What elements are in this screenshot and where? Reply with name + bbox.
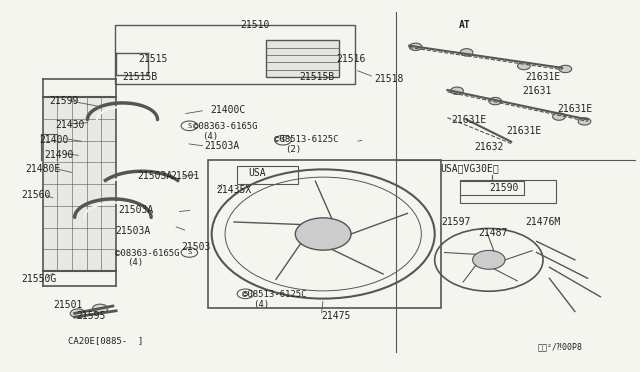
- Text: 21476M: 21476M: [525, 217, 561, 227]
- Text: 21503: 21503: [181, 242, 211, 252]
- Text: (4): (4): [253, 300, 269, 309]
- Bar: [43, 97, 116, 271]
- Text: ©08363-6165G: ©08363-6165G: [193, 122, 257, 131]
- Text: 21515B: 21515B: [122, 72, 157, 82]
- Circle shape: [489, 97, 502, 105]
- Text: S: S: [281, 137, 285, 143]
- Text: 21475: 21475: [321, 311, 351, 321]
- Text: S: S: [243, 291, 248, 297]
- Text: 21560: 21560: [22, 190, 51, 200]
- Circle shape: [460, 49, 473, 56]
- Text: 21631: 21631: [523, 86, 552, 96]
- Text: 21400: 21400: [40, 135, 69, 145]
- Text: ᴀᴘ²/⁈00P8: ᴀᴘ²/⁈00P8: [538, 342, 583, 351]
- Text: 21503A: 21503A: [115, 226, 150, 236]
- Text: 21503A: 21503A: [137, 171, 172, 181]
- Text: 21400C: 21400C: [211, 105, 246, 115]
- Text: 21550G: 21550G: [22, 274, 57, 284]
- Text: 21480E: 21480E: [26, 164, 61, 174]
- Text: 21430: 21430: [56, 120, 85, 130]
- Text: S: S: [188, 123, 191, 129]
- Circle shape: [518, 62, 531, 70]
- Bar: [237, 166, 298, 184]
- Circle shape: [295, 218, 351, 250]
- Text: (2): (2): [285, 145, 301, 154]
- Text: 21515B: 21515B: [300, 72, 335, 82]
- Text: S: S: [188, 250, 191, 256]
- Circle shape: [472, 250, 505, 269]
- Text: 21501: 21501: [54, 300, 83, 310]
- Circle shape: [552, 113, 565, 120]
- Text: ©08363-6165G: ©08363-6165G: [115, 249, 179, 258]
- Text: (4): (4): [127, 258, 144, 267]
- Text: USA: USA: [248, 168, 266, 178]
- Text: 21631E: 21631E: [506, 126, 541, 137]
- Text: 21632: 21632: [474, 142, 504, 152]
- Text: CA20E[0885-  ]: CA20E[0885- ]: [68, 336, 143, 345]
- Text: 21503A: 21503A: [204, 141, 239, 151]
- Circle shape: [559, 65, 572, 73]
- Bar: [266, 40, 339, 77]
- Text: 21503A: 21503A: [118, 205, 153, 215]
- Text: ©08513-6125C: ©08513-6125C: [274, 135, 339, 144]
- Text: 21490: 21490: [45, 150, 74, 160]
- Text: 21435X: 21435X: [217, 185, 252, 195]
- Text: 21597: 21597: [441, 217, 470, 227]
- Text: 21631E: 21631E: [557, 104, 592, 114]
- Circle shape: [70, 309, 86, 318]
- Circle shape: [93, 304, 108, 313]
- Text: 21516: 21516: [336, 54, 365, 64]
- Text: 21501: 21501: [170, 171, 200, 181]
- Circle shape: [409, 43, 422, 51]
- Text: 21599: 21599: [49, 96, 79, 106]
- Text: 21510: 21510: [241, 20, 269, 31]
- Text: 21631E: 21631E: [451, 115, 486, 125]
- Text: 21590: 21590: [489, 183, 518, 193]
- Text: ©08513-6125C: ©08513-6125C: [243, 291, 307, 299]
- Circle shape: [451, 87, 463, 94]
- Text: 21518: 21518: [374, 74, 404, 84]
- Text: 21515: 21515: [138, 54, 168, 64]
- Text: USA（VG30E）: USA（VG30E）: [440, 163, 499, 173]
- Text: 21631E: 21631E: [525, 72, 561, 82]
- Text: AT: AT: [459, 20, 470, 31]
- Text: 21595: 21595: [77, 311, 106, 321]
- Circle shape: [578, 118, 591, 125]
- Bar: [209, 160, 441, 308]
- Text: (4): (4): [202, 132, 218, 141]
- Bar: [115, 25, 355, 84]
- Text: 21487: 21487: [478, 228, 508, 238]
- Bar: [460, 180, 556, 203]
